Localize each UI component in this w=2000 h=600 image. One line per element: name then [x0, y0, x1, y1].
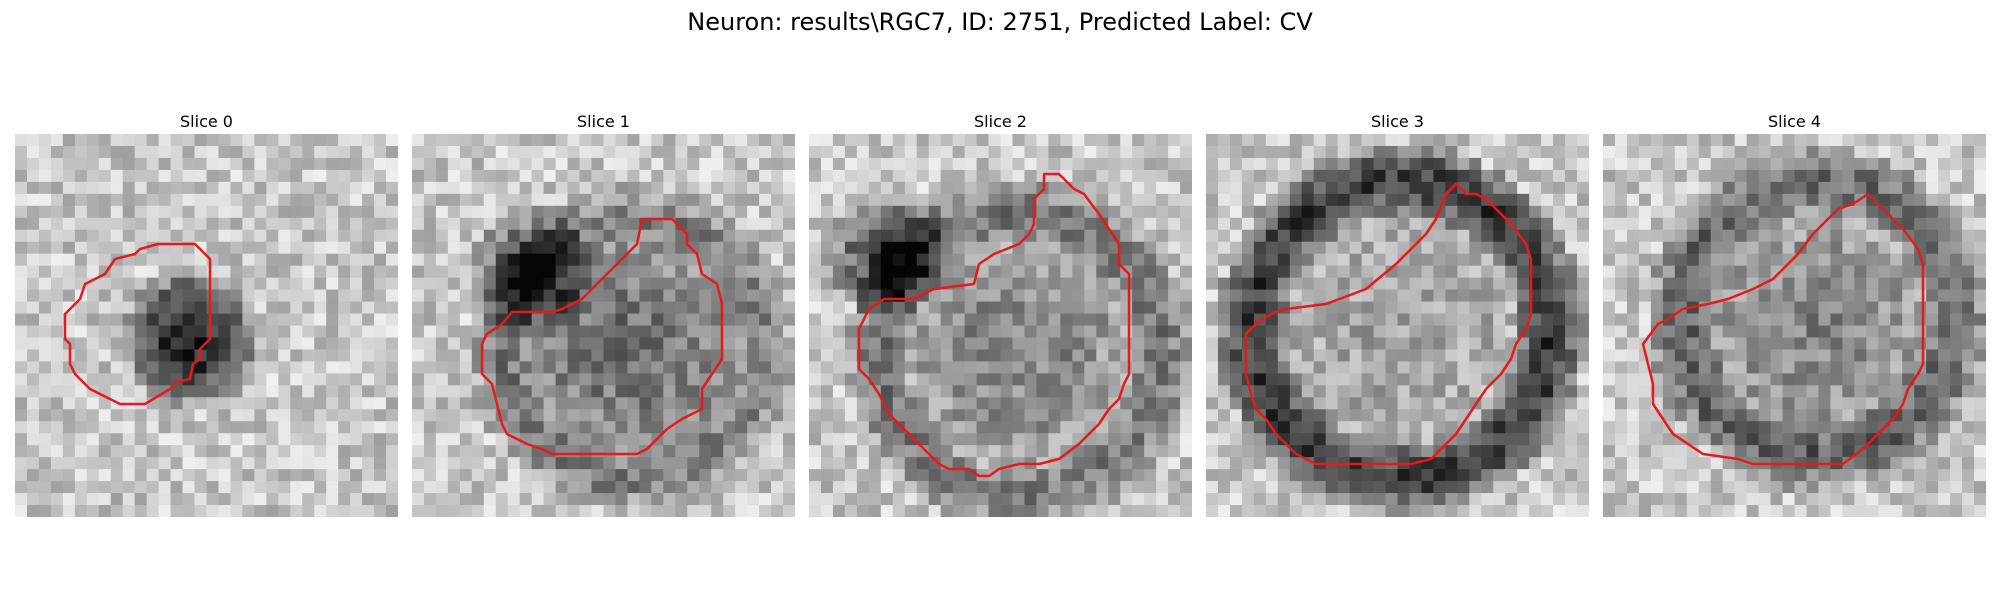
slice-image-0	[15, 134, 398, 517]
slice-panel-3: Slice 3	[1206, 110, 1589, 517]
slice-title-2: Slice 2	[974, 112, 1027, 131]
slice-image-4	[1603, 134, 1986, 517]
slice-panel-4: Slice 4	[1603, 110, 1986, 517]
segmentation-contour-1	[480, 217, 724, 456]
segmentation-contour-2	[857, 172, 1131, 478]
figure-title: Neuron: results\RGC7, ID: 2751, Predicte…	[687, 8, 1313, 36]
slice-title-4: Slice 4	[1768, 112, 1821, 131]
slice-panel-1: Slice 1	[412, 110, 795, 517]
slice-pixels-1	[412, 134, 795, 517]
slice-panel-0: Slice 0	[15, 110, 398, 517]
slice-pixels-2	[809, 134, 1192, 517]
segmentation-contour-3	[1244, 182, 1533, 466]
slice-title-1: Slice 1	[577, 112, 630, 131]
slice-image-3	[1206, 134, 1589, 517]
slice-pixels-3	[1206, 134, 1589, 517]
segmentation-contour-4	[1641, 192, 1925, 466]
slice-image-1	[412, 134, 795, 517]
slice-title-0: Slice 0	[180, 112, 233, 131]
segmentation-contour-0	[63, 242, 212, 406]
slice-panel-2: Slice 2	[809, 110, 1192, 517]
slice-image-2	[809, 134, 1192, 517]
slice-pixels-4	[1603, 134, 1986, 517]
slice-pixels-0	[15, 134, 398, 517]
slice-title-3: Slice 3	[1371, 112, 1424, 131]
